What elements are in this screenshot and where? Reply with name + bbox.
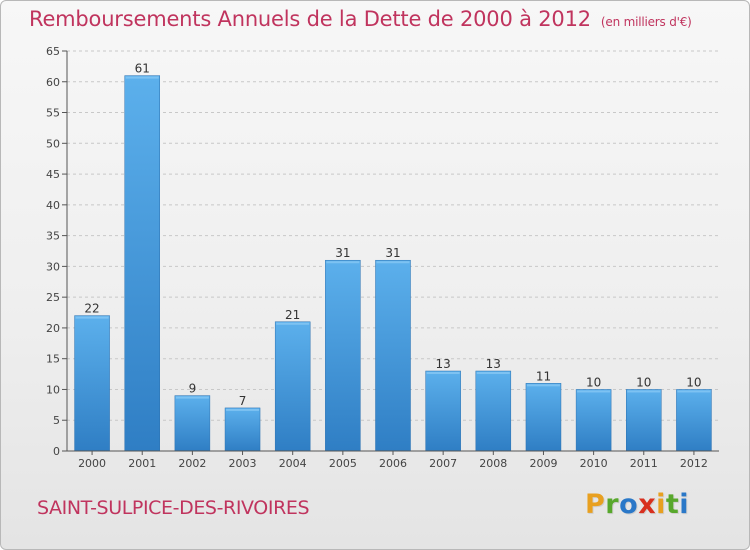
value-label-2009: 11 bbox=[536, 369, 551, 383]
x-tick-label-2003: 2003 bbox=[229, 457, 257, 470]
y-tick-label: 60 bbox=[46, 76, 60, 89]
y-tick-label: 55 bbox=[46, 107, 60, 120]
chart-subtitle: (en milliers d'€) bbox=[600, 15, 692, 29]
x-tick-label-2009: 2009 bbox=[529, 457, 557, 470]
y-tick-label: 20 bbox=[46, 322, 60, 335]
bar-highlight bbox=[426, 372, 460, 374]
value-label-2008: 13 bbox=[486, 357, 501, 371]
bar-2004[interactable] bbox=[274, 321, 311, 452]
bar-highlight bbox=[627, 390, 661, 393]
value-label-2010: 10 bbox=[586, 375, 601, 389]
bar-2003[interactable] bbox=[224, 407, 261, 452]
logo-letter: x bbox=[638, 489, 657, 520]
value-label-2004: 21 bbox=[285, 308, 300, 322]
y-tick-label: 0 bbox=[53, 445, 60, 458]
x-tick-label-2010: 2010 bbox=[580, 457, 608, 470]
value-label-2005: 31 bbox=[335, 246, 350, 260]
logo-letter: r bbox=[605, 489, 620, 520]
bar-2001[interactable] bbox=[124, 75, 160, 452]
city-name: SAINT-SULPICE-DES-RIVOIRES bbox=[37, 497, 310, 519]
y-tick-label: 30 bbox=[46, 260, 60, 273]
bar-highlight bbox=[577, 390, 611, 393]
logo-letter: i bbox=[656, 489, 666, 520]
logo-letter: i bbox=[679, 489, 690, 520]
bar-2007[interactable] bbox=[425, 370, 461, 452]
bar-highlight bbox=[326, 261, 360, 264]
value-label-2006: 31 bbox=[385, 246, 400, 260]
labels-group: 22 61 9 7 21 31 31 13 13 11 10 10 10 bbox=[84, 62, 701, 408]
bar-2010[interactable] bbox=[575, 389, 612, 452]
value-label-2000: 22 bbox=[84, 302, 99, 316]
y-tick-label: 15 bbox=[46, 353, 60, 366]
bar-highlight bbox=[376, 261, 410, 264]
bar-2002[interactable] bbox=[174, 395, 211, 452]
value-label-2012: 10 bbox=[686, 375, 701, 389]
y-tick-label: 35 bbox=[46, 230, 60, 243]
logo-letter: P bbox=[585, 489, 606, 520]
y-tick-label: 50 bbox=[46, 137, 60, 150]
x-tick-label-2000: 2000 bbox=[78, 457, 106, 470]
bar-highlight bbox=[125, 76, 159, 79]
x-tick-label-2006: 2006 bbox=[379, 457, 407, 470]
value-label-2002: 9 bbox=[189, 382, 197, 396]
bar-highlight bbox=[226, 408, 260, 411]
proxiti-logo[interactable]: Proxiti bbox=[585, 489, 689, 520]
x-tick-label-2011: 2011 bbox=[630, 457, 658, 470]
bars-group bbox=[74, 75, 712, 452]
y-tick-label: 40 bbox=[46, 199, 60, 212]
x-tick-label-2012: 2012 bbox=[680, 457, 708, 470]
value-label-2011: 10 bbox=[636, 375, 651, 389]
x-tick-label-2002: 2002 bbox=[178, 457, 206, 470]
value-label-2007: 13 bbox=[436, 357, 451, 371]
bar-highlight bbox=[476, 372, 510, 374]
logo-letter: o bbox=[619, 489, 639, 520]
axes: 0 5 10 15 20 25 30 35 40 45 50 55 60 65 2000 2001 2002 20… bbox=[46, 45, 719, 470]
x-tick-label-2008: 2008 bbox=[479, 457, 507, 470]
y-tick-label: 45 bbox=[46, 168, 60, 181]
x-tick-label-2001: 2001 bbox=[128, 457, 156, 470]
bar-2009[interactable] bbox=[525, 383, 562, 452]
bar-highlight bbox=[276, 322, 310, 325]
bar-highlight bbox=[526, 384, 560, 387]
bar-2005[interactable] bbox=[325, 259, 361, 452]
x-tick-label-2005: 2005 bbox=[329, 457, 357, 470]
bar-highlight bbox=[677, 390, 711, 393]
bar-2008[interactable] bbox=[475, 370, 512, 452]
chart-title-text: Remboursements Annuels de la Dette de 20… bbox=[29, 7, 591, 31]
y-tick-label: 5 bbox=[53, 414, 60, 427]
chart-title: Remboursements Annuels de la Dette de 20… bbox=[29, 7, 692, 31]
bar-highlight bbox=[75, 316, 109, 319]
x-tick-label-2007: 2007 bbox=[429, 457, 457, 470]
value-label-2001: 61 bbox=[135, 62, 150, 76]
bar-2012[interactable] bbox=[676, 389, 712, 452]
bar-2011[interactable] bbox=[626, 389, 662, 452]
y-tick-label: 25 bbox=[46, 291, 60, 304]
x-tick-label-2004: 2004 bbox=[279, 457, 307, 470]
value-label-2003: 7 bbox=[239, 394, 247, 408]
y-tick-label: 10 bbox=[46, 383, 60, 396]
bar-highlight bbox=[175, 396, 209, 399]
bar-2006[interactable] bbox=[375, 259, 411, 452]
y-tick-label: 65 bbox=[46, 45, 60, 58]
logo-letter: t bbox=[665, 489, 680, 520]
bar-2000[interactable] bbox=[74, 315, 110, 452]
